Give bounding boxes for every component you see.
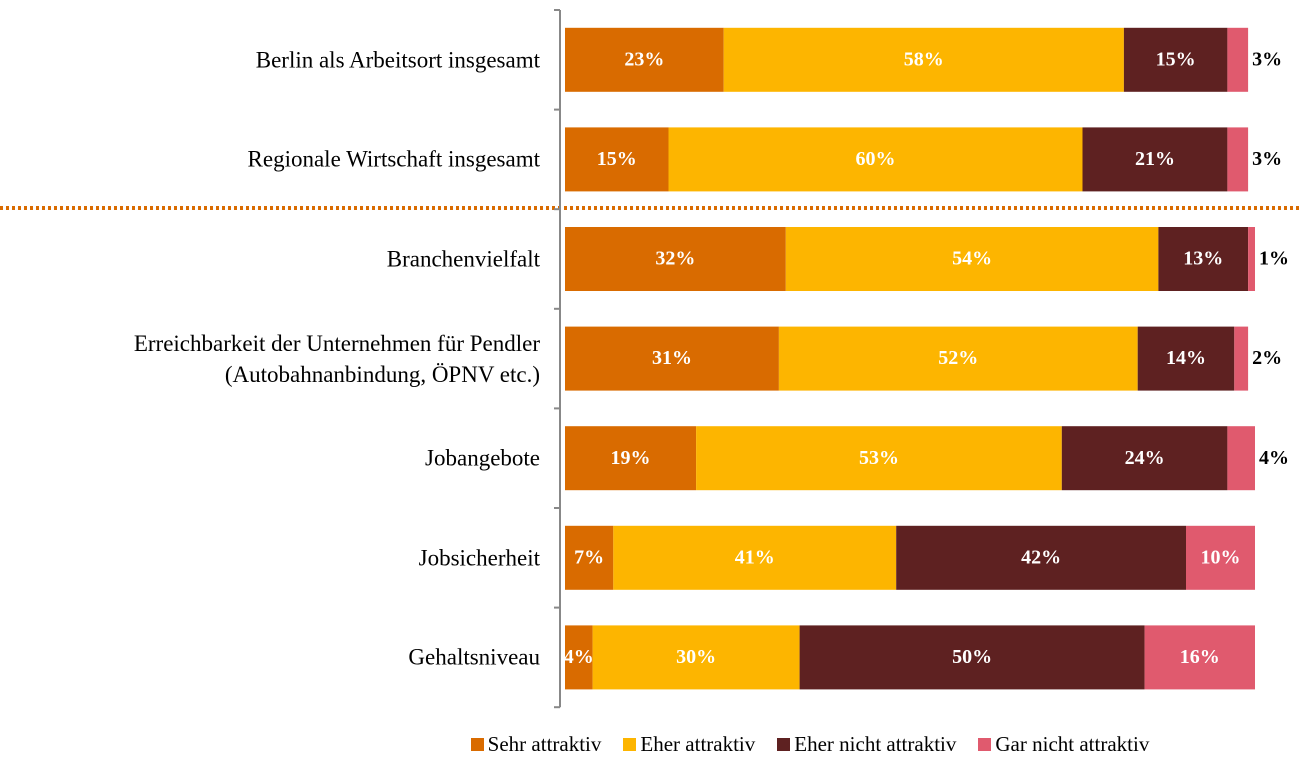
value-label: 3% xyxy=(1252,148,1282,170)
legend-swatch xyxy=(470,738,484,751)
category-label: Regionale Wirtschaft insgesamt xyxy=(247,146,540,172)
legend-label: Sehr attraktiv xyxy=(487,732,602,756)
bar-segment xyxy=(1186,525,1255,590)
value-label: 54% xyxy=(952,248,992,270)
bar-segment xyxy=(696,426,1062,491)
bar-segment xyxy=(613,525,897,590)
legend-label: Gar nicht attraktiv xyxy=(995,732,1150,756)
bar-segment xyxy=(565,227,786,291)
bar-segment xyxy=(668,127,1083,192)
value-label: 42% xyxy=(1021,546,1061,568)
bar-segment xyxy=(565,326,779,391)
value-label: 30% xyxy=(676,646,716,668)
bar-segment xyxy=(799,625,1145,690)
bar-segment xyxy=(1248,227,1255,291)
bar-segment xyxy=(785,227,1159,291)
bar-segment xyxy=(1227,127,1249,192)
value-label: 32% xyxy=(655,248,695,270)
value-label: 60% xyxy=(856,148,896,170)
bar-segment xyxy=(1234,326,1249,391)
value-label: 16% xyxy=(1180,646,1220,668)
value-label: 14% xyxy=(1166,347,1206,369)
category-label: Jobangebote xyxy=(425,445,540,471)
legend-label: Eher nicht attraktiv xyxy=(794,732,957,756)
value-label: 23% xyxy=(624,48,664,70)
legend-swatch xyxy=(978,738,992,751)
bar-segment xyxy=(565,625,593,690)
value-label: 50% xyxy=(952,646,992,668)
legend: Sehr attraktiv Eher attraktiv Eher nicht a… xyxy=(380,732,1240,757)
bar-segment xyxy=(1144,625,1255,690)
value-label: 53% xyxy=(859,447,899,469)
bar-segment xyxy=(592,625,800,690)
category-label: Jobsicherheit xyxy=(418,545,540,571)
value-label: 1% xyxy=(1259,248,1289,270)
legend-swatch xyxy=(623,738,637,751)
bar-segment xyxy=(896,525,1186,590)
category-label: Berlin als Arbeitsort insgesamt xyxy=(255,47,540,73)
bar-segment xyxy=(1158,227,1249,291)
value-label: 24% xyxy=(1125,447,1165,469)
value-label: 2% xyxy=(1252,347,1282,369)
bar-segment xyxy=(1227,27,1249,92)
category-label: Branchenvielfalt xyxy=(386,246,540,272)
value-label: 13% xyxy=(1183,248,1223,270)
bar-segment xyxy=(778,326,1138,391)
category-label: Gehaltsniveau xyxy=(408,644,540,670)
value-label: 10% xyxy=(1201,546,1241,568)
bar-segment xyxy=(565,525,614,590)
value-label: 52% xyxy=(938,347,978,369)
bar-segment xyxy=(1137,326,1235,391)
legend-label: Eher attraktiv xyxy=(640,732,756,756)
value-label: 15% xyxy=(597,148,637,170)
bar-segment xyxy=(1123,27,1228,92)
value-label: 4% xyxy=(564,646,594,668)
value-label: 31% xyxy=(652,347,692,369)
bar-segment xyxy=(1082,127,1228,192)
value-label: 21% xyxy=(1135,148,1175,170)
legend-item: Gar nicht attraktiv xyxy=(978,732,1149,757)
category-label: Erreichbarkeit der Unternehmen für Pendl… xyxy=(133,330,540,387)
bar-segment xyxy=(723,27,1124,92)
bar-segment xyxy=(565,27,724,92)
value-label: 7% xyxy=(574,546,604,568)
bar-segment xyxy=(1227,426,1255,491)
bar-segment xyxy=(565,127,669,192)
legend-swatch xyxy=(777,738,791,751)
value-label: 58% xyxy=(904,48,944,70)
value-label: 15% xyxy=(1156,48,1196,70)
legend-item: Eher attraktiv xyxy=(623,732,755,757)
legend-item: Sehr attraktiv xyxy=(470,732,602,757)
value-label: 19% xyxy=(611,447,651,469)
value-label: 41% xyxy=(735,546,775,568)
bar-segment xyxy=(565,426,697,491)
value-label: 4% xyxy=(1259,447,1289,469)
legend-item: Eher nicht attraktiv xyxy=(777,732,956,757)
bar-segment xyxy=(1061,426,1228,491)
value-label: 3% xyxy=(1252,48,1282,70)
